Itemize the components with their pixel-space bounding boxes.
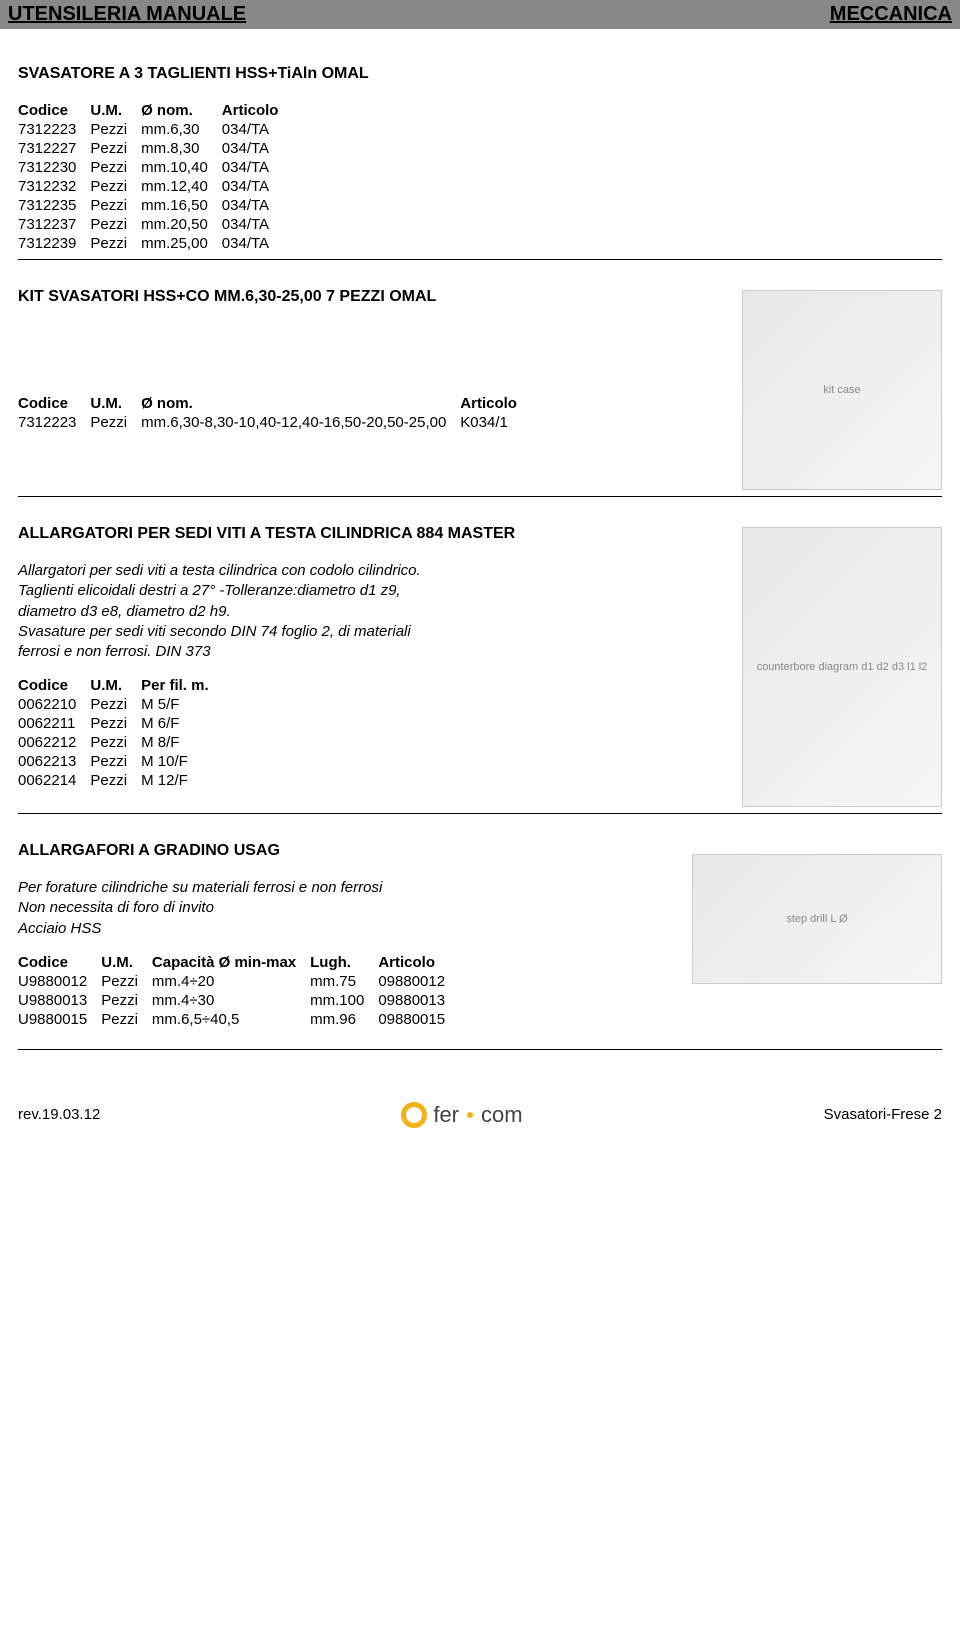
section2-table: Codice U.M. Ø nom. Articolo 7312223Pezzi… bbox=[18, 394, 531, 432]
col-codice: Codice bbox=[18, 394, 90, 413]
col-um: U.M. bbox=[90, 394, 141, 413]
section2-title: KIT SVASATORI HSS+CO MM.6,30-25,00 7 PEZ… bbox=[18, 288, 531, 306]
logo-dot-icon bbox=[467, 1112, 473, 1118]
kit-image: kit case bbox=[742, 290, 942, 490]
step-drill-diagram: step drill L Ø bbox=[692, 854, 942, 984]
page-content: SVASATORE A 3 TAGLIENTI HSS+TiAln OMAL C… bbox=[0, 29, 960, 1090]
logo-text-b: com bbox=[481, 1102, 523, 1128]
table-row: 0062214PezziM 12/F bbox=[18, 771, 223, 790]
table-row: 7312239Pezzimm.25,00034/TA bbox=[18, 234, 292, 253]
header-bar: UTENSILERIA MANUALE MECCANICA bbox=[0, 0, 960, 29]
header-left: UTENSILERIA MANUALE bbox=[8, 3, 246, 26]
table-header-row: Codice U.M. Ø nom. Articolo bbox=[18, 394, 531, 413]
section4-title: ALLARGAFORI A GRADINO USAG bbox=[18, 842, 459, 860]
table-row: U9880012Pezzimm.4÷20mm.7509880012 bbox=[18, 972, 459, 991]
logo-text-a: fer bbox=[433, 1102, 459, 1128]
section4-table: Codice U.M. Capacità Ø min-max Lugh. Art… bbox=[18, 953, 459, 1029]
footer-rev: rev.19.03.12 bbox=[18, 1106, 100, 1123]
table-row: 7312227Pezzimm.8,30034/TA bbox=[18, 139, 292, 158]
table-row: 0062212PezziM 8/F bbox=[18, 733, 223, 752]
table-row: 0062213PezziM 10/F bbox=[18, 752, 223, 771]
table-row: 0062210PezziM 5/F bbox=[18, 695, 223, 714]
col-perfil: Per fil. m. bbox=[141, 676, 223, 695]
col-um: U.M. bbox=[90, 101, 141, 120]
col-diam: Ø nom. bbox=[141, 394, 460, 413]
table-row: U9880013Pezzimm.4÷30mm.10009880013 bbox=[18, 991, 459, 1010]
section3-table: Codice U.M. Per fil. m. 0062210PezziM 5/… bbox=[18, 676, 223, 790]
table-row: 7312235Pezzimm.16,50034/TA bbox=[18, 196, 292, 215]
counterbore-diagram: counterbore diagram d1 d2 d3 l1 l2 bbox=[742, 527, 942, 807]
table-header-row: Codice U.M. Capacità Ø min-max Lugh. Art… bbox=[18, 953, 459, 972]
footer: rev.19.03.12 fer com Svasatori-Frese 2 bbox=[0, 1090, 960, 1146]
logo-ring-icon bbox=[401, 1102, 427, 1128]
col-codice: Codice bbox=[18, 953, 101, 972]
col-lugh: Lugh. bbox=[310, 953, 378, 972]
footer-logo: fer com bbox=[401, 1102, 522, 1128]
col-articolo: Articolo bbox=[378, 953, 459, 972]
table-row: 7312237Pezzimm.20,50034/TA bbox=[18, 215, 292, 234]
section4-desc: Per forature cilindriche su materiali fe… bbox=[18, 878, 459, 939]
col-um: U.M. bbox=[90, 676, 141, 695]
table-row: 7312232Pezzimm.12,40034/TA bbox=[18, 177, 292, 196]
table-header-row: Codice U.M. Per fil. m. bbox=[18, 676, 223, 695]
col-um: U.M. bbox=[101, 953, 152, 972]
col-articolo: Articolo bbox=[460, 394, 531, 413]
footer-page: Svasatori-Frese 2 bbox=[824, 1106, 942, 1123]
table-row: U9880015Pezzimm.6,5÷40,5mm.9609880015 bbox=[18, 1010, 459, 1029]
col-codice: Codice bbox=[18, 101, 90, 120]
section3-desc: Allargatori per sedi viti a testa cilind… bbox=[18, 561, 515, 662]
section3-title: ALLARGATORI PER SEDI VITI A TESTA CILIND… bbox=[18, 525, 515, 543]
table-header-row: Codice U.M. Ø nom. Articolo bbox=[18, 101, 292, 120]
table-row: 7312223Pezzimm.6,30-8,30-10,40-12,40-16,… bbox=[18, 413, 531, 432]
table-row: 7312223Pezzimm.6,30034/TA bbox=[18, 120, 292, 139]
section1-title: SVASATORE A 3 TAGLIENTI HSS+TiAln OMAL bbox=[18, 65, 942, 83]
col-codice: Codice bbox=[18, 676, 90, 695]
section1-table: Codice U.M. Ø nom. Articolo 7312223Pezzi… bbox=[18, 101, 292, 253]
table-row: 7312230Pezzimm.10,40034/TA bbox=[18, 158, 292, 177]
header-right: MECCANICA bbox=[830, 3, 952, 26]
divider bbox=[18, 1049, 942, 1050]
col-articolo: Articolo bbox=[222, 101, 293, 120]
table-row: 0062211PezziM 6/F bbox=[18, 714, 223, 733]
col-capacita: Capacità Ø min-max bbox=[152, 953, 310, 972]
col-diam: Ø nom. bbox=[141, 101, 222, 120]
